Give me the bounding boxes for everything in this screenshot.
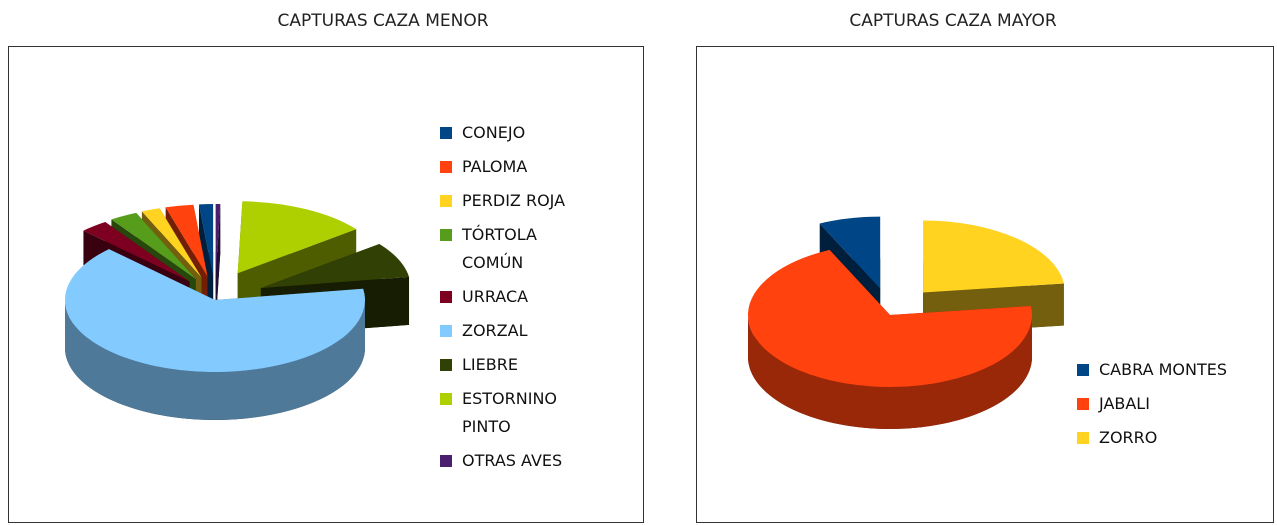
legend: CABRA MONTES JABALI ZORRO [1077,356,1227,458]
legend-item: LIEBRE [440,351,600,379]
legend-swatch [440,359,452,371]
legend-item: JABALI [1077,390,1227,418]
legend-swatch [440,229,452,241]
legend-label: TÓRTOLA COMÚN [462,225,537,272]
legend-swatch [440,161,452,173]
legend-label: ZORRO [1099,428,1158,447]
legend-item: PALOMA [440,153,600,181]
slice-cut [215,204,221,325]
legend: CONEJO PALOMA PERDIZ ROJA TÓRTOLA COMÚN URRA… [440,119,600,481]
chart-title: CAPTURAS CAZA MENOR [277,11,488,31]
slice-top [237,201,357,274]
slice-top [141,208,202,278]
legend-swatch [1077,364,1089,376]
legend-item: ZORZAL [440,317,600,345]
legend-label: LIEBRE [462,355,518,374]
legend-swatch [440,393,452,405]
slice-top [923,220,1064,293]
slice-top [83,221,190,282]
slice [64,249,366,421]
slice-top [111,212,196,279]
legend-label: CABRA MONTES [1099,360,1227,379]
legend-item: OTRAS AVES [440,447,600,475]
legend-label: CONEJO [462,123,526,142]
slice-cut [198,204,214,325]
legend-swatch [440,127,452,139]
legend-swatch [440,291,452,303]
slice-top [260,243,410,289]
legend-label: ESTORNINO PINTO [462,389,557,436]
legend-item: ZORRO [1077,424,1227,452]
legend-item: TÓRTOLA COMÚN [440,221,600,277]
slice-top [198,204,214,277]
frame [696,46,1274,523]
slice-top [819,216,881,289]
legend-label: ZORZAL [462,321,528,340]
legend-swatch [1077,398,1089,410]
legend-item: PERDIZ ROJA [440,187,600,215]
legend-item: URRACA [440,283,600,311]
slice [747,249,1032,430]
slice-top [165,204,208,277]
slice-wall [748,315,1032,429]
frame [8,46,644,523]
legend-item: CABRA MONTES [1077,356,1227,384]
legend-label: URRACA [462,287,529,306]
legend-label: PERDIZ ROJA [462,191,566,210]
legend-swatch [440,195,452,207]
chart-title: CAPTURAS CAZA MAYOR [849,11,1057,31]
legend-item: ESTORNINO PINTO [440,385,600,441]
slice-top [64,249,366,372]
legend-label: OTRAS AVES [462,451,563,470]
legend-label: JABALI [1099,394,1150,413]
legend-swatch [440,325,452,337]
slice-wall [65,300,365,420]
legend-item: CONEJO [440,119,600,147]
slice-top [215,204,221,277]
legend-swatch [440,455,452,467]
legend-swatch [1077,432,1089,444]
slice-top [747,249,1032,387]
legend-label: PALOMA [462,157,528,176]
